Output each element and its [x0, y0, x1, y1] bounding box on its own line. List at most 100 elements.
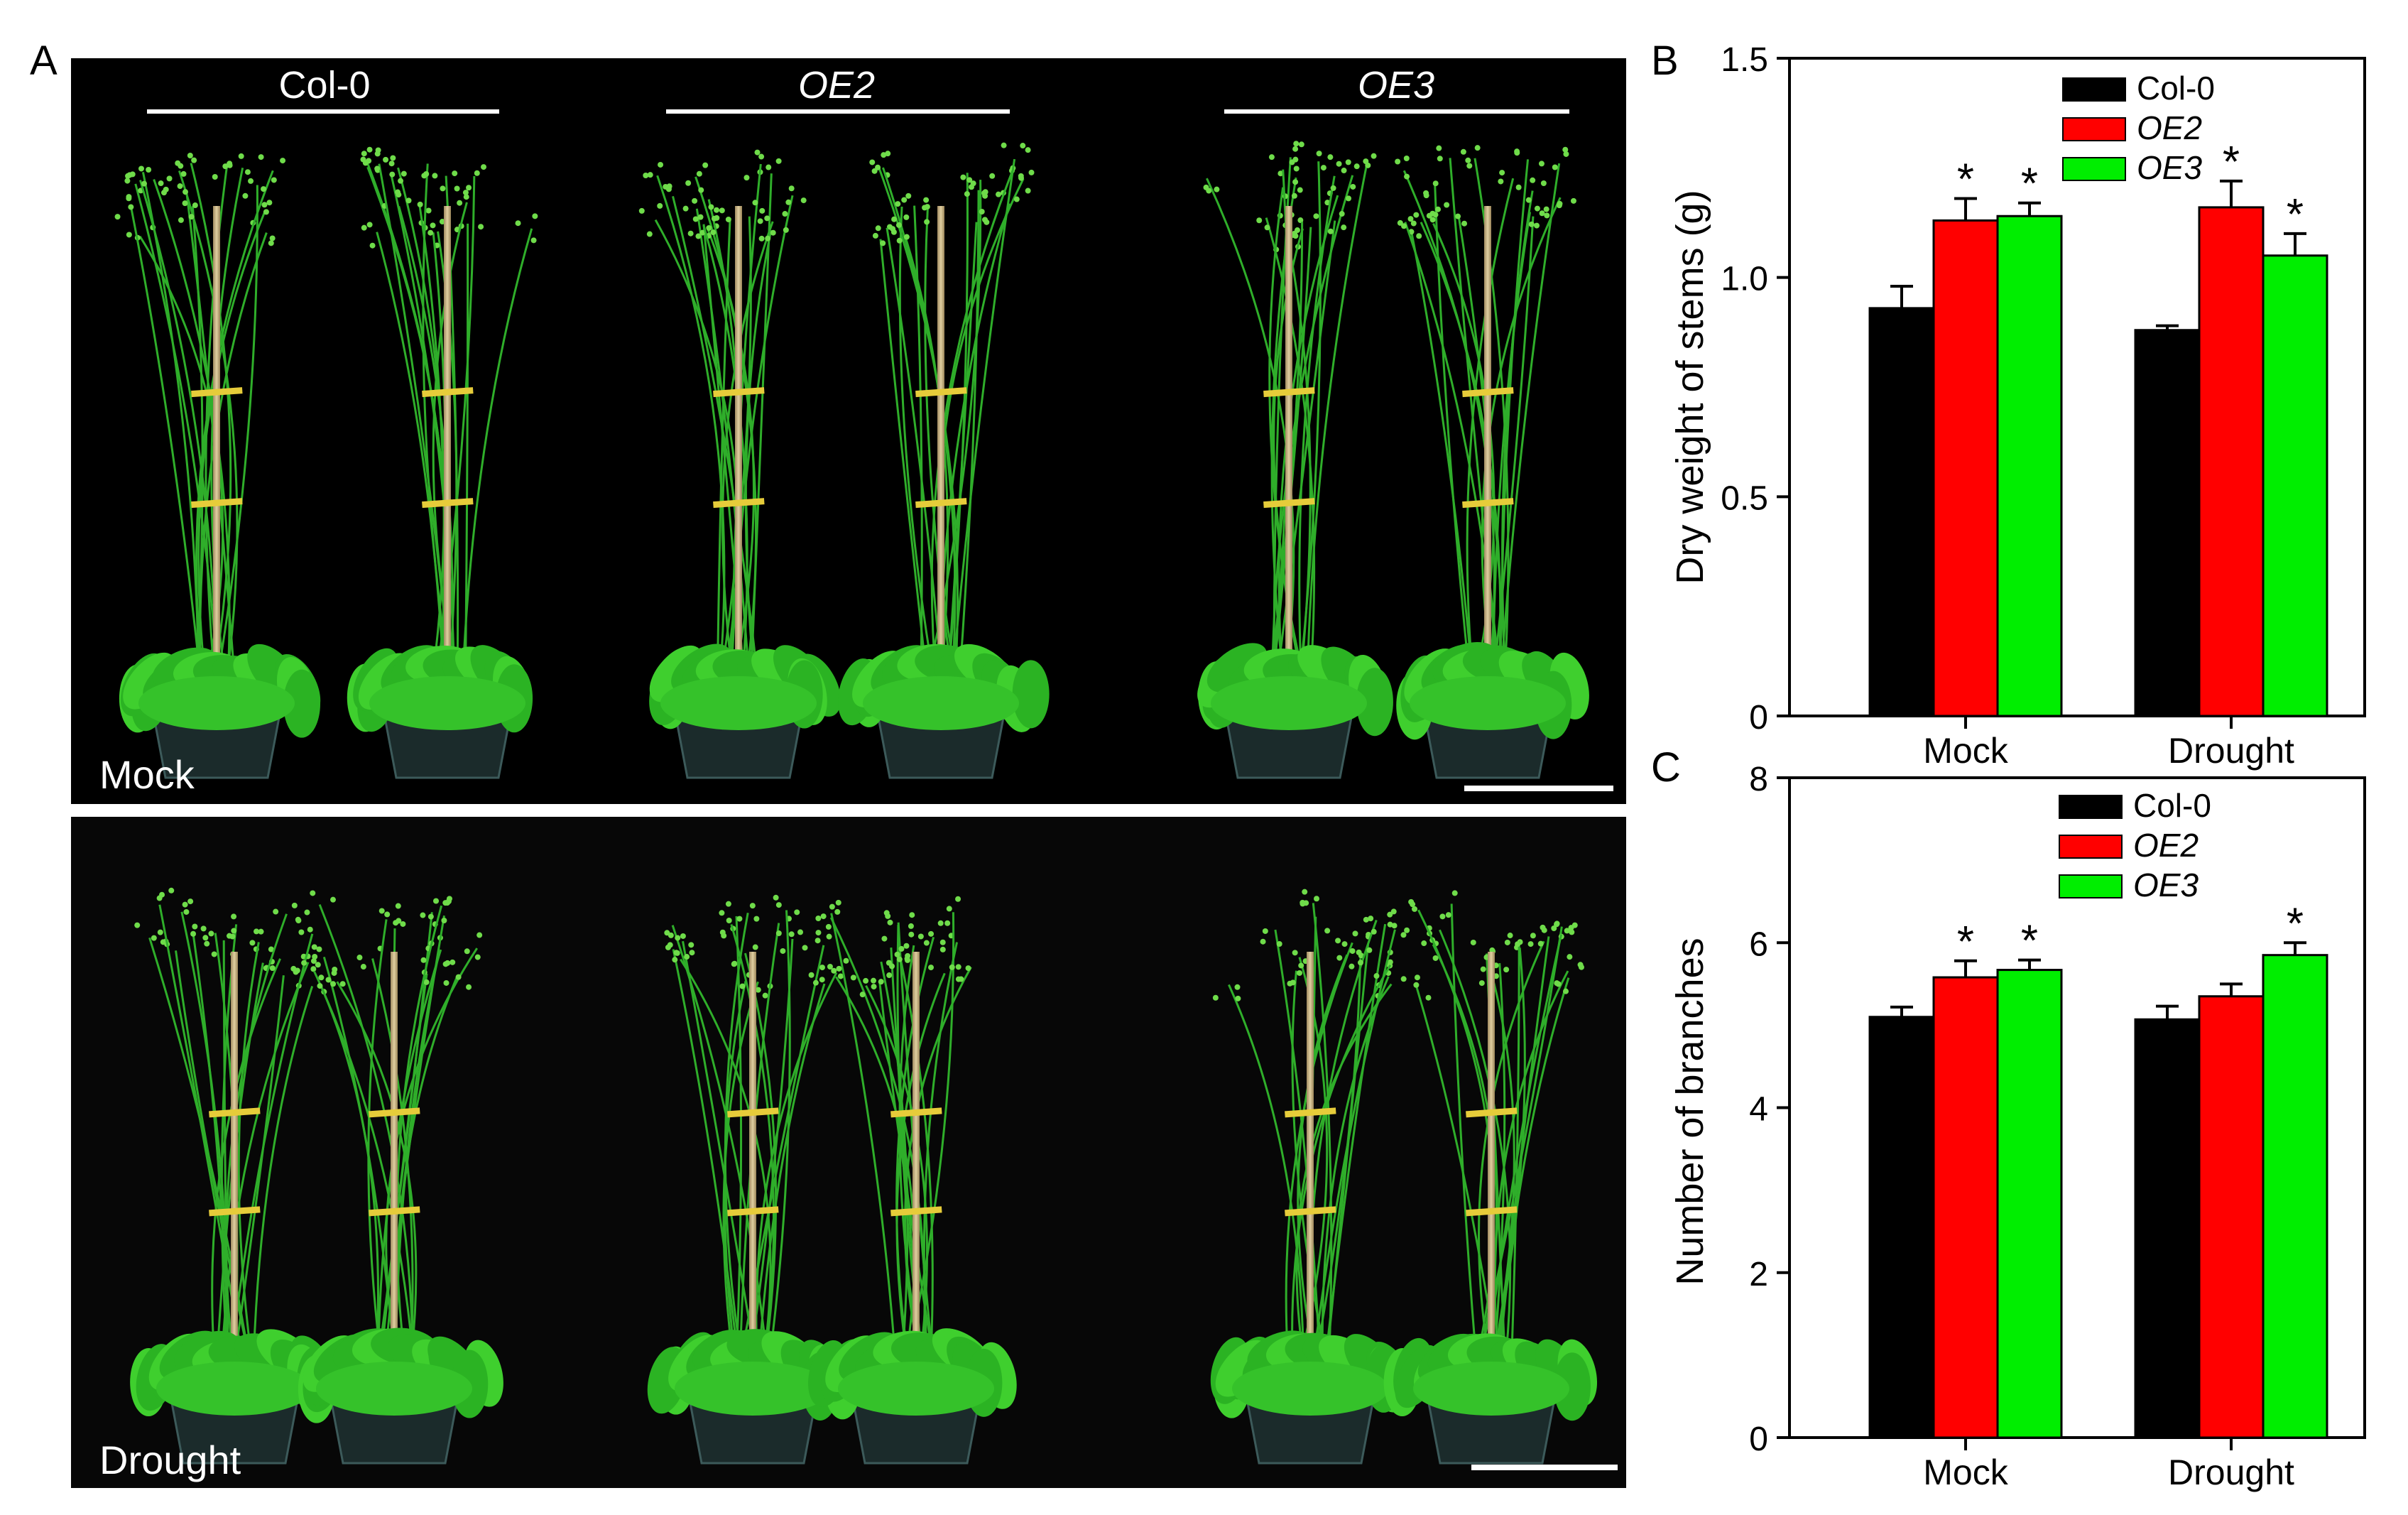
flower-bud — [837, 973, 844, 979]
significance-star: * — [2287, 899, 2304, 948]
flower-bud — [764, 215, 770, 222]
flower-bud — [158, 180, 164, 187]
flower-bud — [466, 185, 472, 191]
flower-bud — [478, 224, 484, 230]
flower-bud — [268, 946, 274, 952]
flower-bud — [1478, 980, 1485, 987]
flower-bud — [238, 153, 244, 159]
flower-bud — [269, 235, 276, 241]
y-tick-label: 1.0 — [1721, 261, 1768, 298]
flower-bud — [248, 178, 254, 184]
flower-bud — [400, 921, 406, 927]
flower-bud — [685, 180, 692, 186]
flower-bud — [1371, 153, 1377, 159]
flower-bud — [445, 960, 451, 966]
flower-bud — [1514, 150, 1520, 156]
flower-bud — [202, 935, 209, 941]
flower-bud — [663, 183, 669, 190]
stem — [192, 931, 231, 1382]
flower-bud — [1001, 142, 1007, 148]
genotype-label-oe2: OE2 — [798, 64, 875, 107]
stem — [1312, 903, 1333, 1382]
rosette-center — [838, 1362, 994, 1416]
legend-swatch — [2062, 77, 2126, 102]
twist-tie — [915, 387, 967, 398]
flower-bud — [1387, 921, 1393, 928]
legend-label: OE3 — [2133, 867, 2199, 903]
bar — [2198, 206, 2265, 717]
flower-bud — [903, 943, 910, 949]
flower-bud — [1499, 170, 1505, 176]
legend-label: OE3 — [2137, 149, 2202, 186]
flower-bud — [955, 964, 961, 970]
flower-bud — [754, 149, 761, 156]
flower-bud — [1336, 955, 1343, 961]
flower-bud — [417, 201, 423, 207]
panel-c: C Number of branches 0 2 4 6 8 * * Mock * Drought… — [1651, 744, 2366, 1492]
stem — [230, 975, 285, 1382]
flower-bud — [1570, 197, 1576, 204]
flower-bud — [1515, 941, 1521, 947]
flower-bud — [1020, 143, 1026, 149]
stem — [1491, 962, 1506, 1382]
plant — [1210, 889, 1412, 1465]
flower-bud — [1341, 941, 1348, 947]
flower-bud — [898, 945, 905, 952]
flower-bud — [665, 944, 671, 950]
flower-bud — [1292, 146, 1299, 152]
flower-bud — [515, 220, 521, 227]
stem — [1310, 958, 1362, 1382]
flower-bud — [944, 920, 951, 926]
flower-bud — [1387, 911, 1393, 918]
stem — [702, 224, 748, 697]
legend-swatch — [2059, 874, 2123, 898]
flower-bud — [430, 222, 436, 229]
flower-bud — [273, 908, 279, 915]
flower-bud — [200, 925, 207, 932]
legend-label: Col-0 — [2137, 70, 2215, 107]
flower-bud — [301, 960, 307, 966]
flower-bud — [1336, 161, 1342, 167]
flower-bud — [752, 944, 758, 950]
flower-bud — [1277, 170, 1284, 177]
flower-bud — [721, 933, 727, 939]
flower-bud — [726, 917, 732, 923]
twist-tie — [713, 498, 765, 509]
stem — [141, 172, 200, 697]
x-tick-label: Mock — [1923, 1452, 2008, 1492]
flower-bud — [887, 919, 893, 925]
flower-bud — [1214, 186, 1220, 192]
flower-bud — [1349, 963, 1355, 970]
legend-swatch — [2059, 835, 2123, 859]
legend-label: OE2 — [2133, 827, 2199, 864]
plant — [114, 152, 321, 779]
twist-tie — [915, 498, 967, 509]
flower-bud — [1260, 938, 1266, 945]
flower-bud — [996, 191, 1001, 197]
flower-bud — [863, 977, 869, 984]
bar — [2262, 954, 2328, 1439]
flower-bud — [126, 172, 133, 178]
significance-star: * — [2021, 160, 2038, 209]
flower-bud — [316, 946, 322, 952]
flower-bud — [1465, 157, 1471, 163]
flower-bud — [291, 902, 298, 908]
stem — [367, 919, 388, 1382]
flower-bud — [229, 933, 236, 940]
flower-bud — [1461, 220, 1468, 227]
flower-bud — [332, 967, 338, 973]
stem — [190, 163, 232, 697]
flower-bud — [1313, 213, 1319, 219]
flower-bud — [739, 983, 746, 989]
stem — [213, 185, 258, 697]
twist-tie — [422, 387, 474, 398]
plant-photos — [114, 141, 1598, 1465]
bar — [2262, 254, 2328, 717]
plant — [1383, 890, 1598, 1465]
flower-bud — [719, 207, 725, 214]
flower-bud — [875, 225, 881, 232]
stem — [949, 158, 1016, 697]
flower-bud — [393, 920, 399, 926]
flower-bud — [1352, 930, 1358, 937]
